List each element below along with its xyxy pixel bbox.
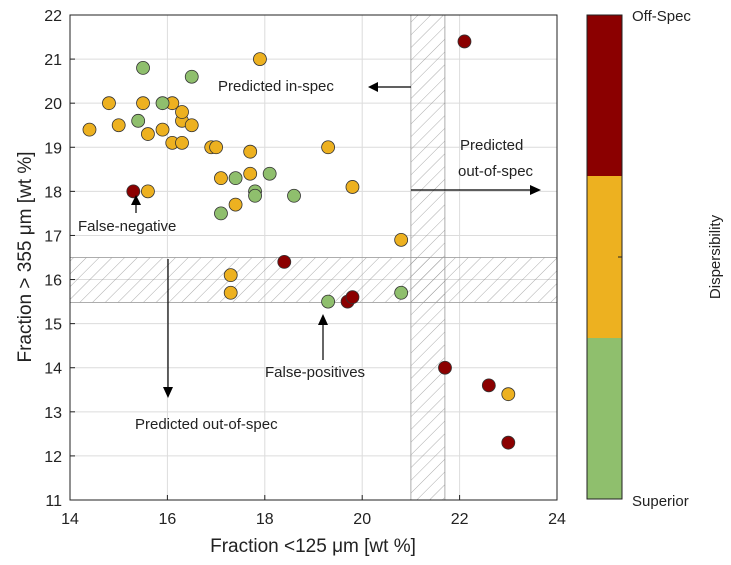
annotation-predicted-right-2: out-of-spec <box>458 163 534 180</box>
y-tick-label: 22 <box>44 8 62 25</box>
data-point <box>253 52 267 66</box>
arrowhead-out-right <box>530 185 541 195</box>
x-axis-ticks: 14 16 18 20 22 24 <box>61 495 566 528</box>
y-tick-label: 14 <box>44 361 62 378</box>
data-point <box>481 378 496 393</box>
data-point <box>184 118 199 133</box>
x-tick-label: 18 <box>256 511 274 528</box>
data-point <box>345 180 360 194</box>
y-axis-label: Fraction > 355 μm [wt %] <box>15 151 36 362</box>
data-point <box>175 135 189 150</box>
y-tick-label: 12 <box>44 449 62 466</box>
plot-border <box>69 14 558 501</box>
data-point <box>126 184 141 199</box>
data-point <box>214 206 228 221</box>
x-axis-label: Fraction <125 μm [wt %] <box>210 536 416 557</box>
colorbar-title: Dispersibility <box>707 214 724 299</box>
data-point <box>184 69 199 84</box>
data-point <box>287 188 301 203</box>
arrowhead-in-spec <box>368 82 378 92</box>
annotations: Predicted in-spec Predicted out-of-spec … <box>78 78 541 433</box>
arrowhead-out-bottom <box>163 387 173 398</box>
horizontal-threshold-band <box>69 257 558 303</box>
data-point <box>223 268 238 283</box>
y-tick-label: 15 <box>44 317 62 334</box>
data-point <box>321 140 336 155</box>
colorbar-top-label: Off-Spec <box>632 8 691 25</box>
data-point <box>457 34 472 49</box>
data-point <box>102 96 116 111</box>
y-tick-label: 11 <box>45 493 62 510</box>
grid-lines <box>69 14 558 501</box>
colorbar-middle-segment <box>587 176 622 338</box>
data-point <box>228 197 243 212</box>
annotation-predicted-out-bottom: Predicted out-of-spec <box>135 416 278 433</box>
data-point <box>394 232 409 247</box>
data-point <box>248 188 262 203</box>
data-point <box>243 166 258 181</box>
data-point <box>277 255 292 269</box>
data-point <box>321 294 336 309</box>
data-point <box>175 105 189 119</box>
x-tick-label: 14 <box>61 511 79 528</box>
data-point <box>438 360 452 375</box>
data-point <box>345 290 360 305</box>
data-point <box>501 435 516 450</box>
data-point <box>82 122 97 137</box>
annotation-false-positives: False-positives <box>265 364 365 381</box>
annotation-predicted-right-1: Predicted <box>460 137 523 154</box>
colorbar-bottom-segment <box>587 338 622 499</box>
data-point <box>131 113 146 128</box>
colorbar-bottom-label: Superior <box>632 493 689 510</box>
data-point <box>136 61 150 75</box>
data-points <box>82 34 516 450</box>
data-point <box>141 184 155 199</box>
y-tick-label: 20 <box>44 96 62 113</box>
y-tick-label: 19 <box>44 140 62 157</box>
colorbar-top-segment <box>587 15 622 176</box>
data-point <box>501 387 516 402</box>
annotation-predicted-in-spec: Predicted in-spec <box>218 78 334 95</box>
y-tick-label: 13 <box>44 405 62 422</box>
y-tick-label: 16 <box>44 273 62 290</box>
annotation-false-negative: False-negative <box>78 218 176 235</box>
y-tick-label: 21 <box>44 52 62 69</box>
arrowhead-false-positives <box>318 314 328 325</box>
arrowhead-false-negative <box>131 195 141 205</box>
data-point <box>209 140 224 155</box>
x-tick-label: 24 <box>548 511 566 528</box>
colorbar: Off-Spec Superior Dispersibility <box>586 8 724 510</box>
data-point <box>155 96 170 111</box>
data-point <box>111 118 126 133</box>
data-point <box>136 96 150 111</box>
x-tick-label: 22 <box>451 511 469 528</box>
data-point <box>243 144 258 159</box>
data-point <box>262 166 277 181</box>
data-point <box>141 127 155 141</box>
y-axis-ticks: 11 12 13 14 15 16 17 18 19 20 21 22 <box>44 8 75 510</box>
data-point <box>155 122 170 137</box>
x-tick-label: 16 <box>159 511 177 528</box>
y-tick-label: 18 <box>44 184 62 201</box>
data-point <box>214 171 228 186</box>
data-point <box>223 285 238 300</box>
x-tick-label: 20 <box>353 511 371 528</box>
data-point <box>228 171 243 186</box>
data-point <box>394 285 409 300</box>
y-tick-label: 17 <box>44 228 62 245</box>
